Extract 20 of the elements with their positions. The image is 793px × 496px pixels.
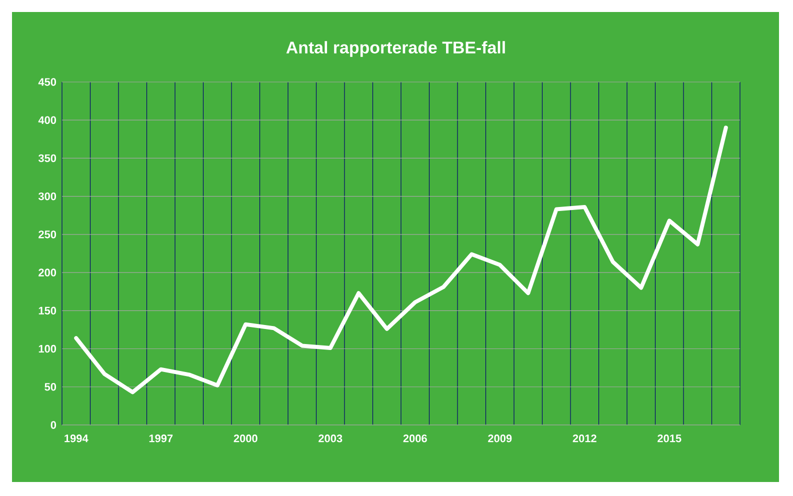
y-tick-label: 450 [38,78,56,86]
line-series [74,126,728,394]
y-tick-label: 250 [38,230,56,238]
y-tick-label: 350 [38,154,56,162]
x-tick-label: 1994 [64,434,88,442]
y-tick-label: 0 [50,421,56,429]
chart-title: Antal rapporterade TBE-fall [286,41,505,57]
y-tick-label: 100 [38,344,56,353]
x-tick-label: 2003 [318,434,342,442]
x-tick-label: 1997 [149,434,173,442]
x-tick-label: 2006 [403,434,427,442]
x-tick-label: 2009 [488,434,512,442]
x-tick-label: 2000 [234,434,258,442]
y-tick-label: 150 [38,306,56,315]
x-tick-label: 2012 [572,434,596,442]
y-tick-label: 50 [44,383,56,391]
x-tick-label: 2015 [658,434,682,442]
y-tick-label: 400 [38,116,56,124]
y-tick-label: 300 [38,192,56,200]
y-tick-label: 200 [38,268,56,276]
